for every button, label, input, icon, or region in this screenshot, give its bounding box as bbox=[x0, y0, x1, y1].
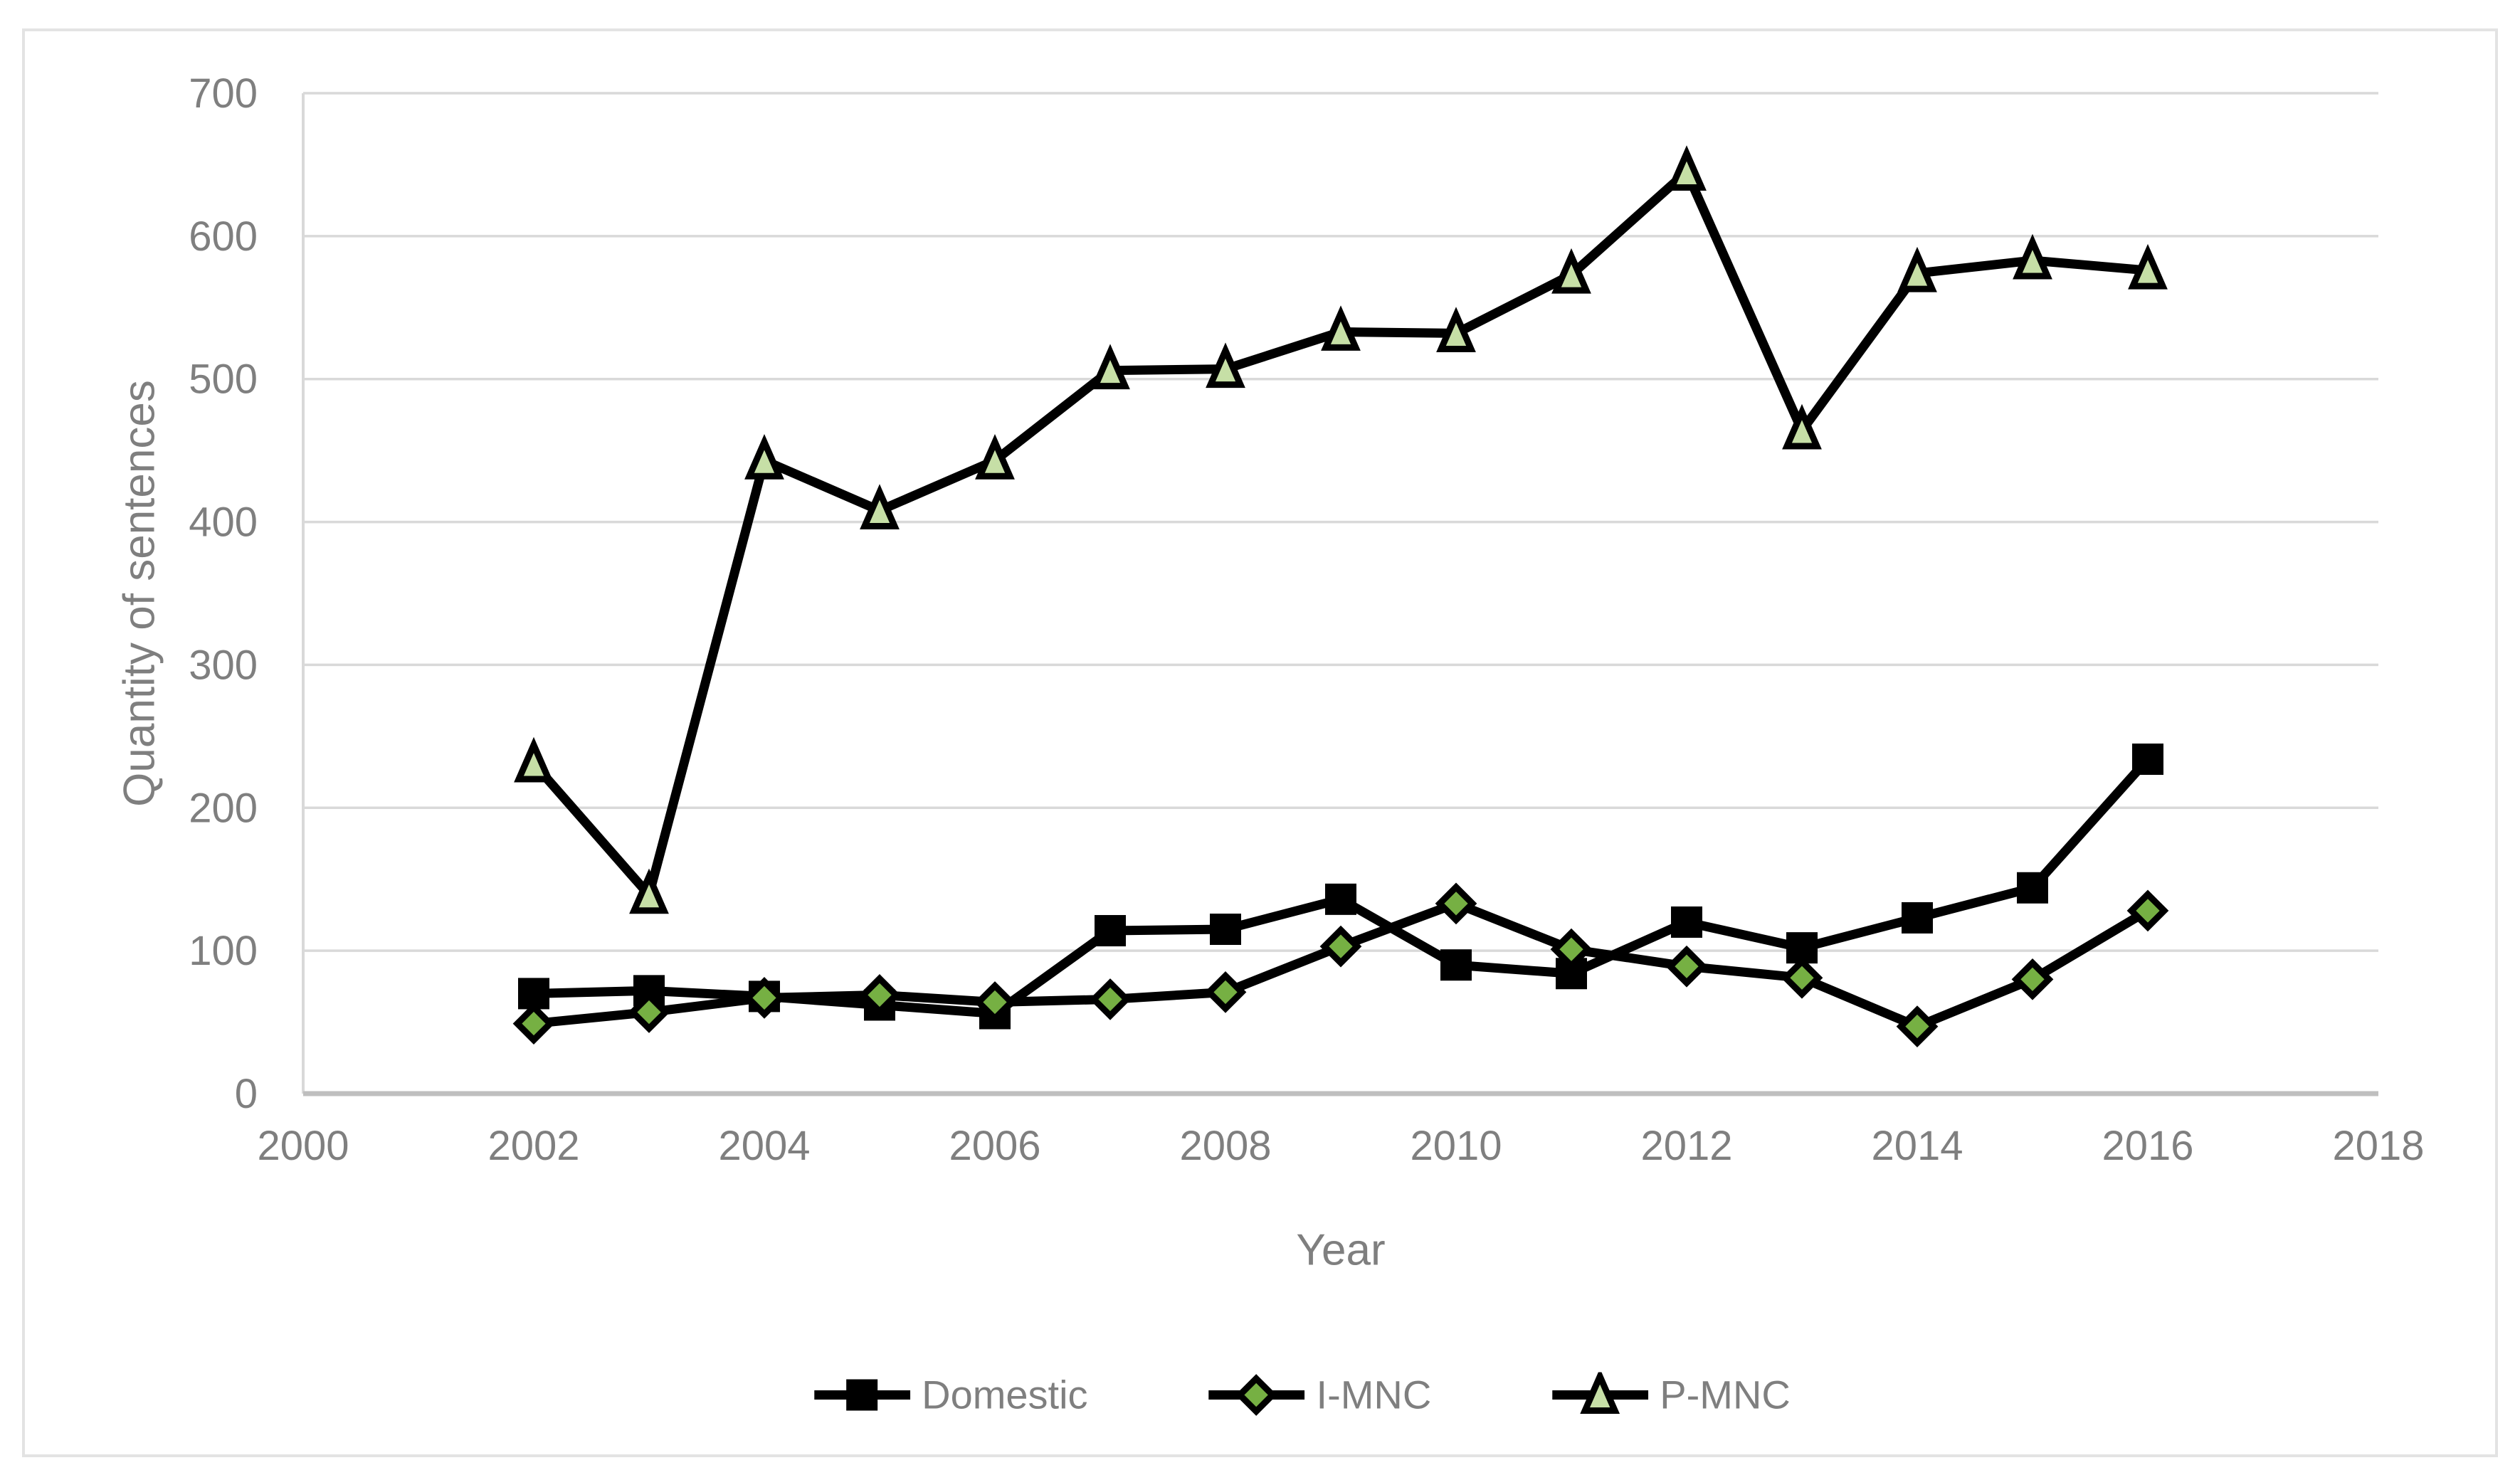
p-mnc-marker bbox=[744, 433, 784, 480]
series-p-mnc bbox=[514, 145, 2168, 914]
i-mnc-marker bbox=[1550, 928, 1593, 971]
y-tick-label: 0 bbox=[235, 1071, 258, 1117]
i-mnc-marker bbox=[974, 981, 1016, 1023]
domestic-marker bbox=[2132, 743, 2163, 775]
i-mnc-marker bbox=[1781, 956, 1823, 999]
domestic-legend-marker-icon bbox=[814, 1379, 911, 1410]
x-tick-label: 2010 bbox=[1410, 1123, 1502, 1169]
p-mnc-legend-marker-icon bbox=[1552, 1372, 1649, 1414]
legend: Domestic I-MNC P-MNC bbox=[814, 1372, 1791, 1418]
i-mnc-marker bbox=[1665, 945, 1708, 988]
p-mnc-marker bbox=[1782, 403, 1822, 450]
x-tick-label: 2008 bbox=[1179, 1123, 1271, 1169]
p-mnc-marker bbox=[1551, 248, 1591, 294]
p-mnc-marker bbox=[1667, 145, 1707, 191]
i-mnc-marker bbox=[1435, 882, 1477, 925]
y-tick-label: 600 bbox=[189, 213, 258, 260]
domestic-marker bbox=[2017, 872, 2048, 904]
x-tick-label: 2000 bbox=[257, 1123, 349, 1169]
x-tick-label: 2014 bbox=[1871, 1123, 1963, 1169]
domestic-marker bbox=[1095, 915, 1126, 947]
series-i-mnc bbox=[512, 882, 2169, 1047]
domestic-marker bbox=[1440, 949, 1472, 981]
y-axis-title: Quantity of sentences bbox=[115, 380, 164, 807]
i-mnc-marker bbox=[858, 974, 901, 1016]
p-mnc-marker bbox=[1897, 246, 1937, 292]
i-mnc-marker bbox=[1204, 971, 1247, 1013]
x-tick-label: 2012 bbox=[1640, 1123, 1732, 1169]
y-tick-label: 100 bbox=[189, 928, 258, 974]
i-mnc-marker bbox=[1319, 925, 1362, 968]
p-mnc-marker bbox=[2128, 243, 2168, 290]
y-tick-label: 300 bbox=[189, 642, 258, 688]
i-mnc-marker bbox=[628, 991, 670, 1033]
i-mnc-legend-marker-icon bbox=[1208, 1373, 1305, 1416]
x-tick-label: 2016 bbox=[2102, 1123, 2193, 1169]
domestic-marker bbox=[1902, 902, 1933, 934]
i-mnc-legend-marker bbox=[1235, 1373, 1277, 1416]
legend-label-i-mnc: I-MNC bbox=[1316, 1372, 1432, 1417]
i-mnc-marker bbox=[2126, 889, 2169, 932]
x-tick-label: 2006 bbox=[949, 1123, 1040, 1169]
domestic-legend-marker bbox=[846, 1379, 878, 1410]
p-mnc-marker bbox=[1090, 344, 1130, 390]
domestic-marker bbox=[1671, 906, 1702, 938]
y-tick-label: 400 bbox=[189, 499, 258, 546]
x-tick-label: 2002 bbox=[487, 1123, 579, 1169]
p-mnc-marker bbox=[860, 484, 900, 530]
legend-item-domestic: Domestic bbox=[814, 1372, 1088, 1418]
i-mnc-marker bbox=[1089, 978, 1132, 1020]
i-mnc-marker bbox=[512, 1003, 555, 1045]
figure-border bbox=[22, 28, 2498, 1457]
domestic-marker bbox=[1210, 914, 1241, 946]
x-tick-label: 2004 bbox=[718, 1123, 810, 1169]
legend-item-p-mnc: P-MNC bbox=[1552, 1372, 1791, 1418]
domestic-marker bbox=[1325, 883, 1356, 915]
p-mnc-legend-marker bbox=[1580, 1372, 1620, 1414]
x-tick-label: 2018 bbox=[2332, 1123, 2424, 1169]
p-mnc-marker bbox=[629, 868, 669, 914]
p-mnc-marker bbox=[1436, 307, 1476, 352]
y-tick-label: 700 bbox=[189, 70, 258, 117]
x-axis-title: Year bbox=[1296, 1225, 1386, 1275]
y-tick-label: 500 bbox=[189, 356, 258, 403]
i-mnc-marker bbox=[2011, 958, 2054, 1000]
legend-label-p-mnc: P-MNC bbox=[1660, 1372, 1791, 1417]
p-mnc-marker bbox=[2013, 233, 2052, 280]
p-mnc-marker bbox=[975, 433, 1015, 480]
i-mnc-marker bbox=[1896, 1005, 1939, 1047]
y-tick-label: 200 bbox=[189, 785, 258, 831]
i-mnc-marker bbox=[743, 977, 786, 1019]
p-mnc-marker bbox=[514, 736, 554, 783]
legend-item-i-mnc: I-MNC bbox=[1208, 1372, 1432, 1418]
legend-label-domestic: Domestic bbox=[922, 1372, 1088, 1417]
p-mnc-marker bbox=[1206, 342, 1245, 388]
p-mnc-marker bbox=[1321, 305, 1361, 351]
